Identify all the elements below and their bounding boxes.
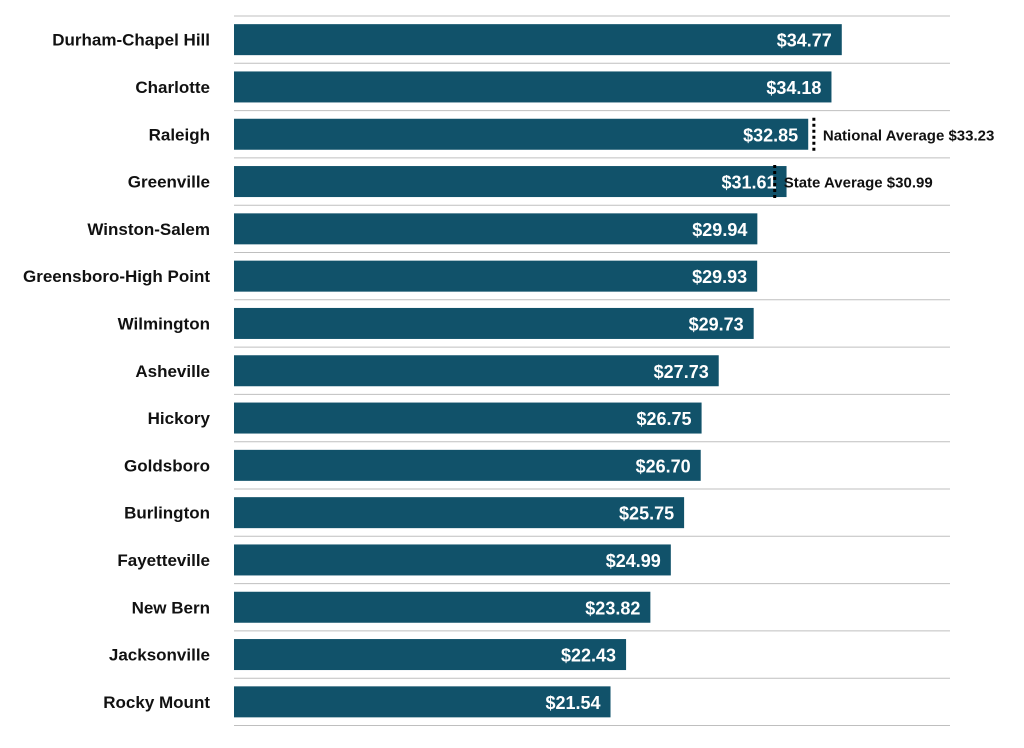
value-label: $22.43 [561,646,616,666]
bar [234,402,702,434]
value-label: $26.70 [636,456,691,476]
value-label: $34.77 [777,31,832,51]
bar [234,260,758,292]
bar [234,591,651,623]
bar [234,355,719,387]
bar [234,497,685,529]
category-label: Winston-Salem [87,220,210,239]
value-label: $34.18 [766,78,821,98]
value-label: $26.75 [637,409,692,429]
reference-label: National Average $33.23 [823,127,994,144]
category-label: Rocky Mount [103,693,210,712]
value-label: $29.93 [692,267,747,287]
bar [234,544,671,576]
bar [234,639,627,671]
category-label: Wilmington [118,314,210,333]
category-label: Burlington [124,504,210,523]
bar [234,166,787,198]
category-label: Hickory [148,409,211,428]
bar [234,24,842,56]
category-label: Charlotte [135,78,210,97]
category-label: New Bern [132,598,210,617]
value-label: $21.54 [545,693,600,713]
bar [234,118,809,150]
value-label: $24.99 [606,551,661,571]
value-label: $23.82 [585,598,640,618]
category-label: Durham-Chapel Hill [52,31,210,50]
value-label: $29.73 [689,314,744,334]
value-label: $31.61 [721,173,776,193]
category-label: Jacksonville [109,646,210,665]
bar [234,71,832,103]
value-label: $29.94 [692,220,747,240]
bar [234,449,701,481]
value-label: $32.85 [743,125,798,145]
category-label: Goldsboro [124,456,210,475]
bar [234,213,758,245]
reference-label: State Average $30.99 [784,175,933,192]
bar [234,307,754,339]
category-label: Asheville [135,362,210,381]
value-label: $27.73 [654,362,709,382]
category-label: Fayetteville [117,551,210,570]
bar [234,686,611,718]
category-label: Greensboro-High Point [23,267,210,286]
category-label: Greenville [128,173,210,192]
category-label: Raleigh [149,125,210,144]
value-label: $25.75 [619,504,674,524]
